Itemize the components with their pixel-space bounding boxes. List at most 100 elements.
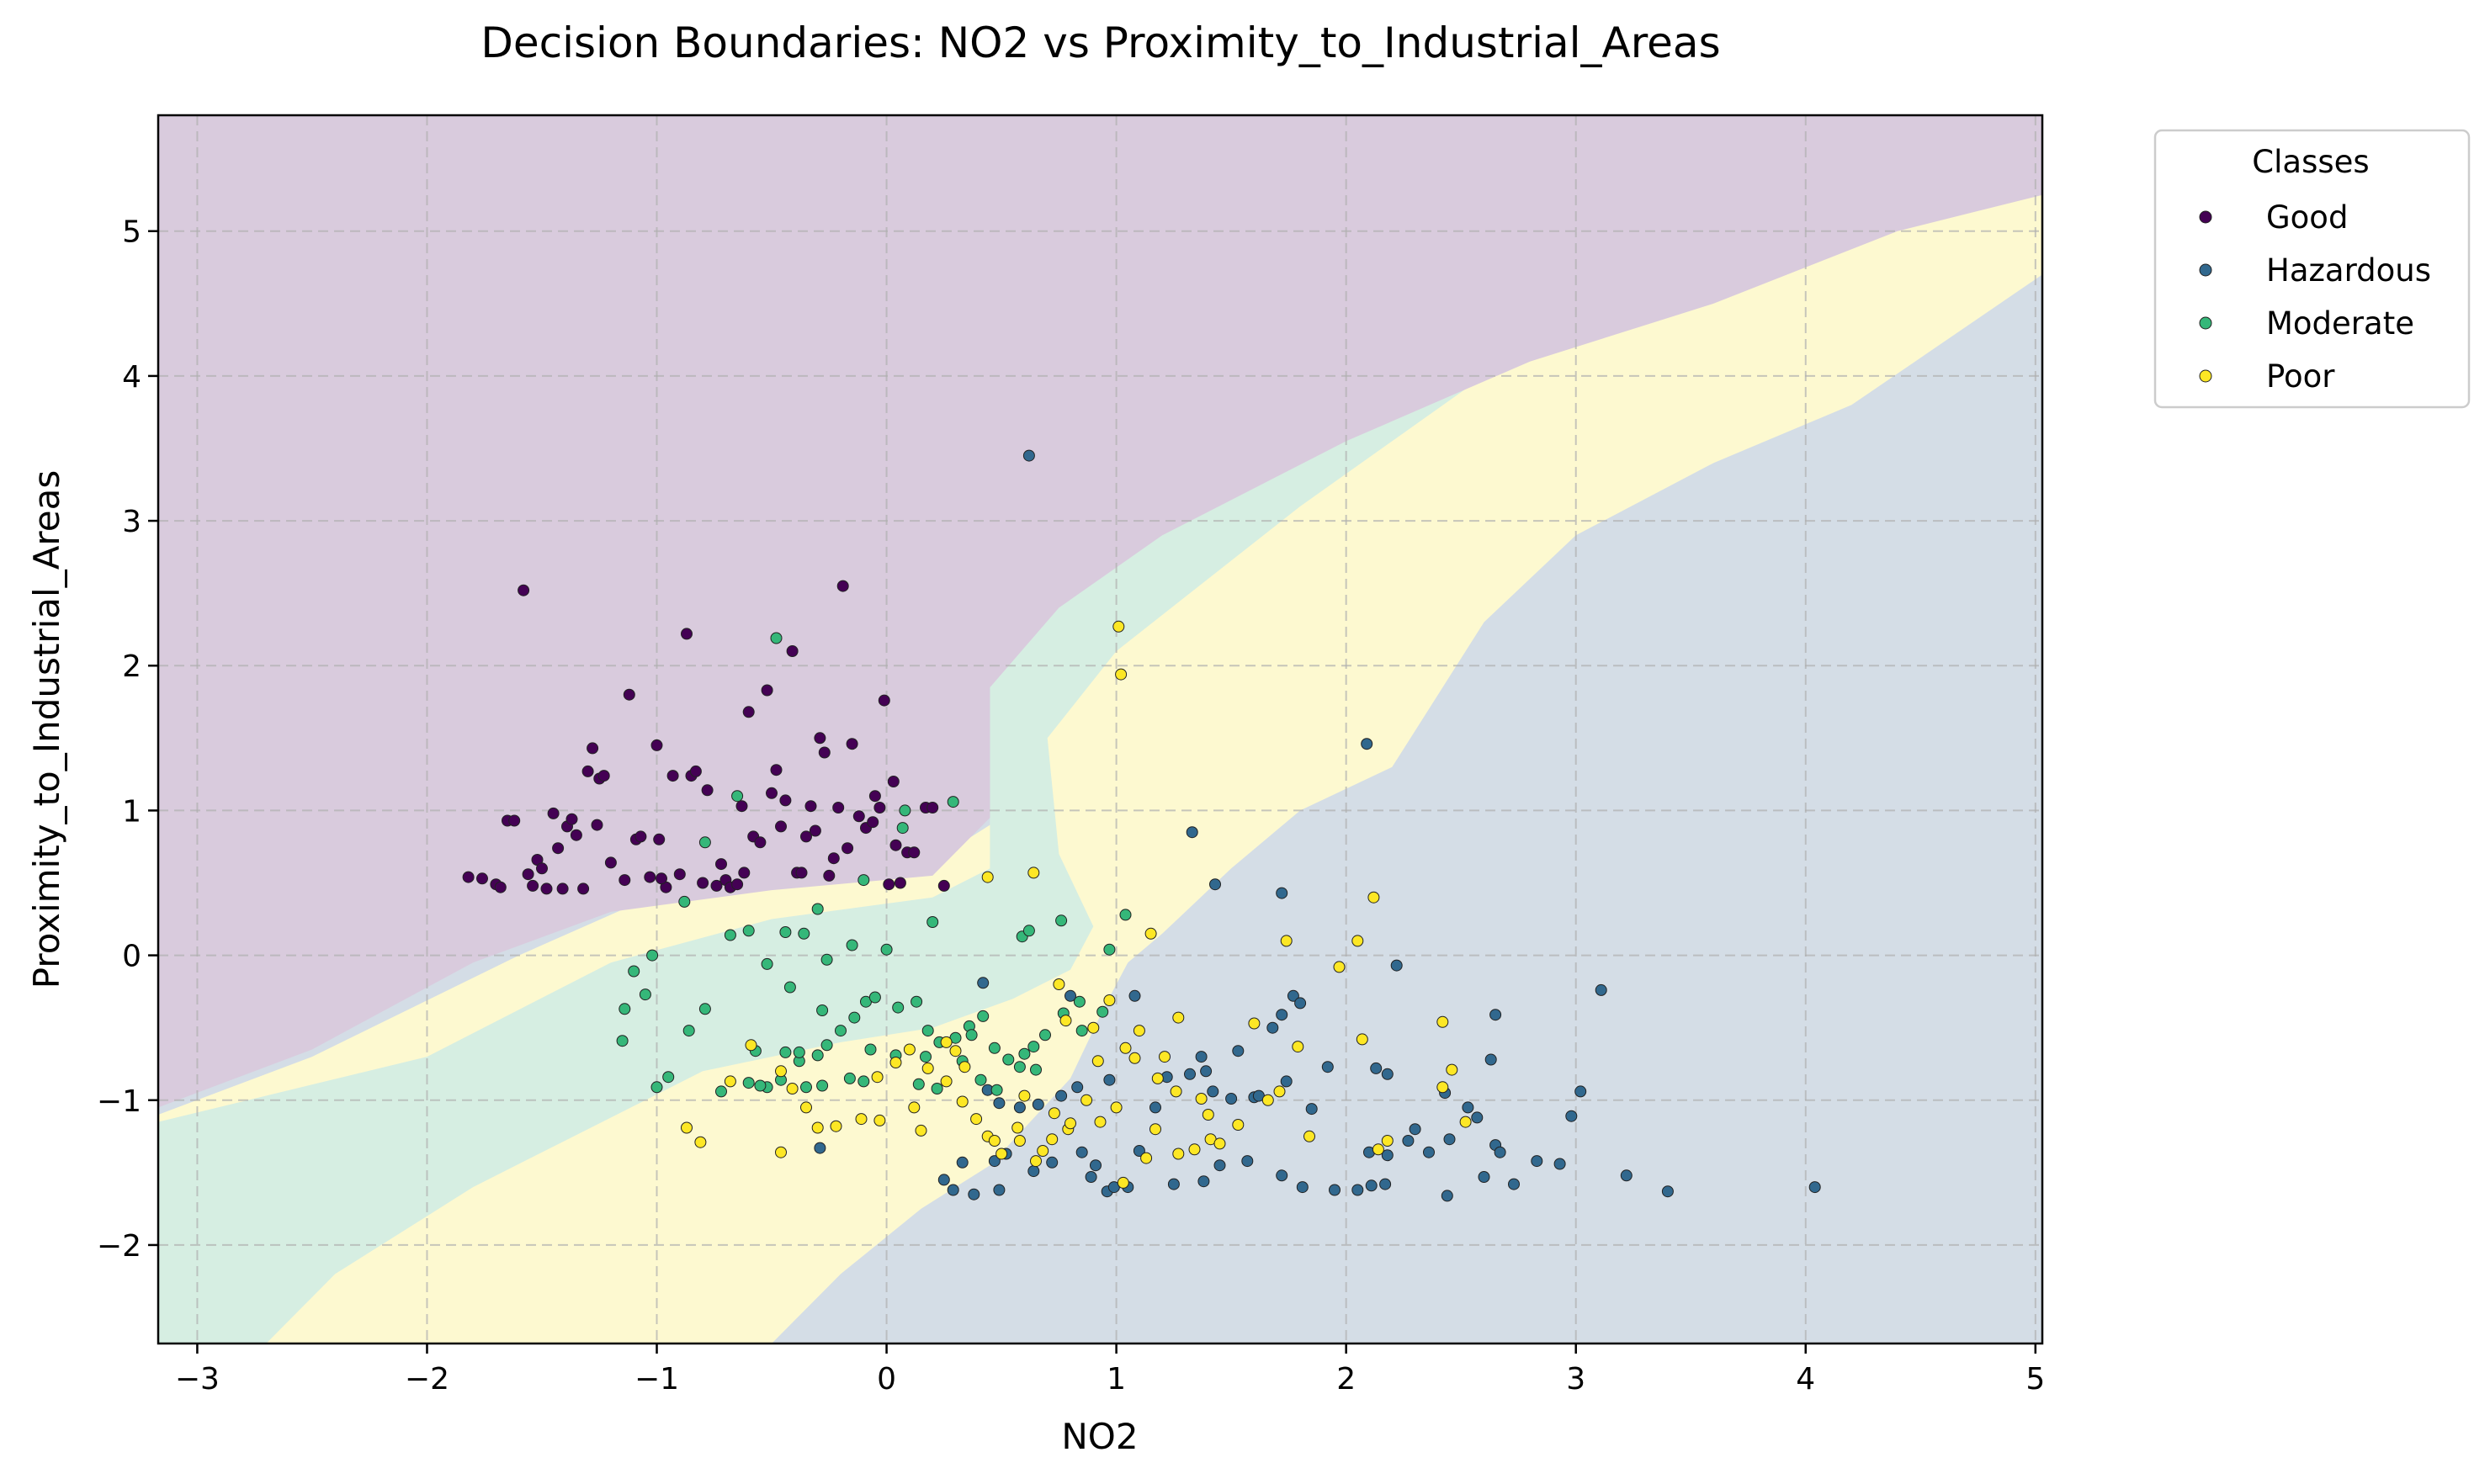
point-hazardous xyxy=(947,1184,959,1196)
point-hazardous xyxy=(968,1188,980,1200)
legend: Classes Good Hazardous Moderate Poor xyxy=(2153,129,2471,409)
point-good xyxy=(697,877,709,889)
point-poor xyxy=(1128,1052,1141,1064)
point-moderate xyxy=(779,1046,792,1058)
point-hazardous xyxy=(1329,1184,1341,1196)
point-hazardous xyxy=(956,1156,969,1169)
point-hazardous xyxy=(1090,1159,1102,1172)
point-good xyxy=(494,881,507,893)
point-good xyxy=(878,694,890,707)
point-poor xyxy=(1159,1051,1171,1063)
point-poor xyxy=(1087,1021,1100,1034)
point-hazardous xyxy=(1808,1181,1821,1194)
point-moderate xyxy=(678,895,691,908)
point-moderate xyxy=(1073,995,1086,1008)
point-moderate xyxy=(977,1010,990,1022)
point-poor xyxy=(1459,1116,1472,1128)
point-hazardous xyxy=(1276,887,1288,899)
point-moderate xyxy=(880,943,893,956)
point-good xyxy=(522,868,534,881)
point-hazardous xyxy=(1379,1178,1392,1190)
legend-marker-moderate xyxy=(2199,316,2212,330)
point-poor xyxy=(1115,668,1128,681)
point-hazardous xyxy=(1287,989,1299,1002)
point-good xyxy=(689,765,702,777)
point-poor xyxy=(786,1083,799,1094)
point-poor xyxy=(811,1121,824,1134)
point-hazardous xyxy=(1276,1009,1288,1021)
point-good xyxy=(656,872,667,885)
point-good xyxy=(681,628,693,640)
point-hazardous xyxy=(1209,878,1221,891)
point-poor xyxy=(995,1147,1008,1160)
point-poor xyxy=(1273,1085,1286,1098)
point-poor xyxy=(1436,1015,1449,1028)
point-good xyxy=(715,858,727,871)
point-moderate xyxy=(628,965,640,978)
point-good xyxy=(852,810,865,823)
point-poor xyxy=(855,1113,868,1126)
point-poor xyxy=(1053,978,1065,990)
point-poor xyxy=(1112,620,1125,633)
point-hazardous xyxy=(1149,1101,1161,1114)
point-moderate xyxy=(820,953,833,966)
point-poor xyxy=(1333,961,1346,973)
point-moderate xyxy=(779,926,792,938)
point-moderate xyxy=(1030,1063,1042,1076)
point-moderate xyxy=(715,1085,727,1098)
point-good xyxy=(547,807,560,819)
point-poor xyxy=(775,1146,787,1158)
point-moderate xyxy=(811,1049,824,1062)
point-moderate xyxy=(1002,1053,1015,1066)
point-moderate xyxy=(639,988,651,1001)
point-moderate xyxy=(698,1003,711,1015)
point-good xyxy=(653,833,666,845)
point-poor xyxy=(1446,1063,1458,1076)
point-poor xyxy=(1303,1130,1315,1142)
point-poor xyxy=(873,1114,886,1126)
point-poor xyxy=(1195,1093,1208,1105)
point-good xyxy=(795,867,808,879)
point-moderate xyxy=(912,1078,925,1090)
point-poor xyxy=(1351,935,1364,947)
point-good xyxy=(804,800,817,813)
point-poor xyxy=(1018,1089,1031,1102)
point-good xyxy=(540,882,553,895)
point-hazardous xyxy=(1022,449,1035,462)
point-poor xyxy=(958,1061,971,1073)
point-hazardous xyxy=(1276,1169,1288,1182)
chart-title: Decision Boundaries: NO2 vs Proximity_to… xyxy=(480,19,1720,67)
point-good xyxy=(644,871,656,883)
point-hazardous xyxy=(1595,983,1607,996)
legend-marker-hazardous xyxy=(2199,263,2212,277)
point-good xyxy=(842,842,854,855)
point-good xyxy=(565,813,578,825)
point-poor xyxy=(1172,1011,1185,1024)
series-good xyxy=(462,580,950,895)
point-moderate xyxy=(1013,1061,1026,1073)
point-poor xyxy=(1367,891,1380,904)
point-hazardous xyxy=(1305,1103,1318,1116)
point-moderate xyxy=(857,874,870,887)
point-poor xyxy=(970,1113,983,1126)
point-hazardous xyxy=(1200,1065,1213,1078)
point-hazardous xyxy=(1013,1101,1026,1114)
point-moderate xyxy=(816,1079,829,1092)
point-moderate xyxy=(1055,914,1068,927)
point-good xyxy=(846,738,858,750)
point-good xyxy=(476,872,488,885)
x-tick-label: −2 xyxy=(405,1362,449,1397)
point-hazardous xyxy=(1103,1073,1116,1086)
point-poor xyxy=(1030,1155,1042,1168)
point-poor xyxy=(988,1135,1001,1147)
point-moderate xyxy=(731,790,744,803)
point-good xyxy=(591,819,603,831)
point-poor xyxy=(681,1121,693,1134)
y-axis-label: Proximity_to_Industrial_Areas xyxy=(26,470,67,988)
point-moderate xyxy=(931,1083,943,1094)
point-hazardous xyxy=(1232,1045,1245,1057)
legend-label-moderate: Moderate xyxy=(2266,305,2414,342)
point-poor xyxy=(1103,994,1116,1006)
point-hazardous xyxy=(1167,1178,1180,1190)
point-poor xyxy=(1094,1116,1107,1128)
